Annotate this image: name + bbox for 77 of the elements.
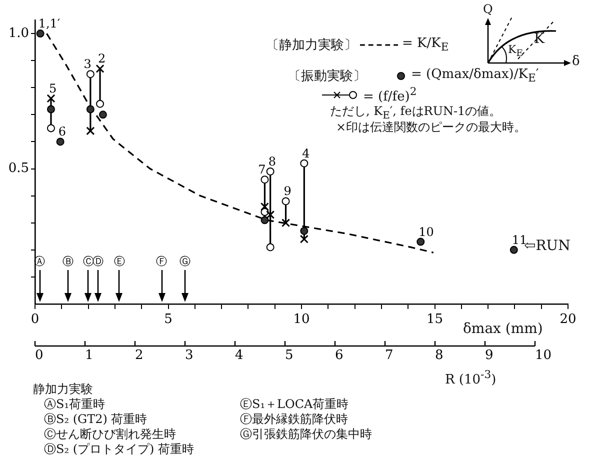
point: [266, 210, 275, 220]
ref-line-label: Ⓕ: [156, 254, 168, 268]
annotation: 1,1′: [38, 16, 60, 31]
ref-line-label: Ⓑ: [62, 254, 74, 268]
x2-tick-label: 2: [135, 348, 144, 363]
text: ⒷS₂ (GT2) 荷重時: [44, 412, 148, 426]
point: [86, 126, 95, 136]
legend-label: = (f/fe)$^{2}$: [363, 85, 417, 104]
point: [36, 30, 44, 38]
annotation: 4: [302, 146, 310, 160]
x2-tick-label: 10: [535, 348, 552, 363]
text: ⒹS₂ (プロトタイプ) 荷重時: [44, 442, 194, 456]
annotation: 2: [98, 52, 106, 66]
text: 静加力実験: [33, 382, 93, 396]
x2-tick-label: 7: [385, 348, 394, 363]
annotation: 6: [58, 124, 66, 139]
x2-tick-label: 9: [485, 348, 494, 363]
point: [96, 100, 104, 108]
point: [260, 216, 269, 224]
x-tick-label: 20: [560, 312, 576, 328]
point: [98, 110, 107, 119]
point: [46, 105, 55, 114]
x2-tick-label: 0: [35, 348, 44, 363]
text: Ⓒせん断ひび割れ発生時: [44, 427, 176, 441]
point: [266, 167, 274, 176]
annotation: 8: [268, 154, 276, 168]
annotation: K$_{E}$: [508, 43, 523, 60]
point: [96, 64, 104, 73]
x-tick-label: 0: [30, 312, 40, 328]
point: [300, 226, 308, 235]
ref-line-label: Ⓒ: [82, 254, 94, 268]
text: ⒺS₁＋LOCA荷重時: [240, 397, 349, 411]
x2-tick-label: 8: [435, 348, 444, 363]
annotation: 5: [48, 81, 57, 96]
point: [300, 234, 308, 244]
point: [260, 176, 269, 184]
x-axis-title: δmax (mm): [463, 321, 543, 337]
annotation: 10: [418, 224, 434, 239]
legend-label: = K/K$_{E}$: [402, 36, 449, 54]
x-tick-label: 15: [426, 312, 444, 328]
point: [56, 138, 64, 146]
point: [46, 94, 56, 103]
y-tick-label: 1.0: [8, 26, 29, 41]
annotation: ただし, K$_{E}$′, feはRUN-1の値。: [330, 104, 502, 122]
annotation: 7: [258, 162, 266, 177]
ref-line-label: Ⓖ: [179, 254, 190, 268]
annotation: 〔静加力実験〕: [266, 37, 357, 54]
annotation: ×印は伝達関数のピークの最大時。: [336, 120, 526, 134]
x2-tick-label: 4: [235, 348, 244, 363]
x2-tick-label: 3: [185, 348, 194, 363]
legend-label: = (Qmax/δmax)/K$_{E}$′: [411, 67, 539, 85]
x-tick-label: 10: [293, 312, 310, 328]
point: [416, 238, 425, 246]
text: Ⓖ引張鉄筋降伏の集中時: [240, 427, 372, 441]
x-tick-label: 5: [164, 312, 172, 328]
point: [260, 202, 270, 211]
point: [266, 243, 274, 252]
point: [300, 159, 308, 168]
annotation: 〔振動実験〕: [288, 68, 366, 85]
point: [282, 197, 290, 206]
point: [86, 70, 94, 78]
annotation: K: [534, 31, 544, 47]
text: ⒶS₁荷重時: [44, 397, 106, 411]
point: [510, 246, 518, 254]
point: [46, 124, 55, 132]
x2-axis-title: R (10$^{-3}$): [445, 368, 496, 388]
point: [281, 218, 290, 228]
x2-tick-label: 1: [85, 348, 94, 363]
annotation: 3: [84, 57, 92, 72]
point: [86, 105, 94, 114]
annotation: 9: [284, 184, 292, 198]
ref-line-label: Ⓓ: [92, 254, 104, 268]
y-tick-label: 0.5: [8, 161, 29, 176]
text: Ⓕ最外縁鉄筋降伏時: [240, 412, 348, 426]
ref-line-label: Ⓔ: [114, 254, 125, 268]
x2-tick-label: 5: [285, 348, 294, 363]
x2-tick-label: 6: [335, 348, 344, 363]
